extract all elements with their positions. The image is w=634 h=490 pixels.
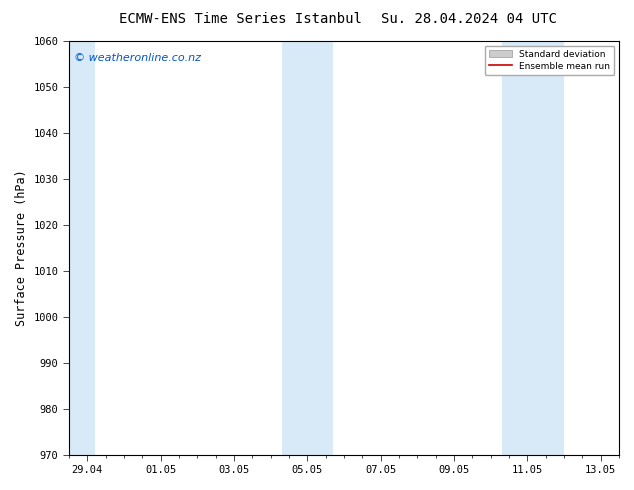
Text: Su. 28.04.2024 04 UTC: Su. 28.04.2024 04 UTC — [381, 12, 557, 26]
Text: © weatheronline.co.nz: © weatheronline.co.nz — [74, 53, 202, 64]
Y-axis label: Surface Pressure (hPa): Surface Pressure (hPa) — [15, 170, 28, 326]
Bar — [501, 41, 527, 455]
Bar — [281, 41, 307, 455]
Bar — [307, 41, 333, 455]
Bar — [69, 41, 94, 455]
Legend: Standard deviation, Ensemble mean run: Standard deviation, Ensemble mean run — [484, 46, 614, 75]
Bar — [527, 41, 564, 455]
Text: ECMW-ENS Time Series Istanbul: ECMW-ENS Time Series Istanbul — [119, 12, 363, 26]
